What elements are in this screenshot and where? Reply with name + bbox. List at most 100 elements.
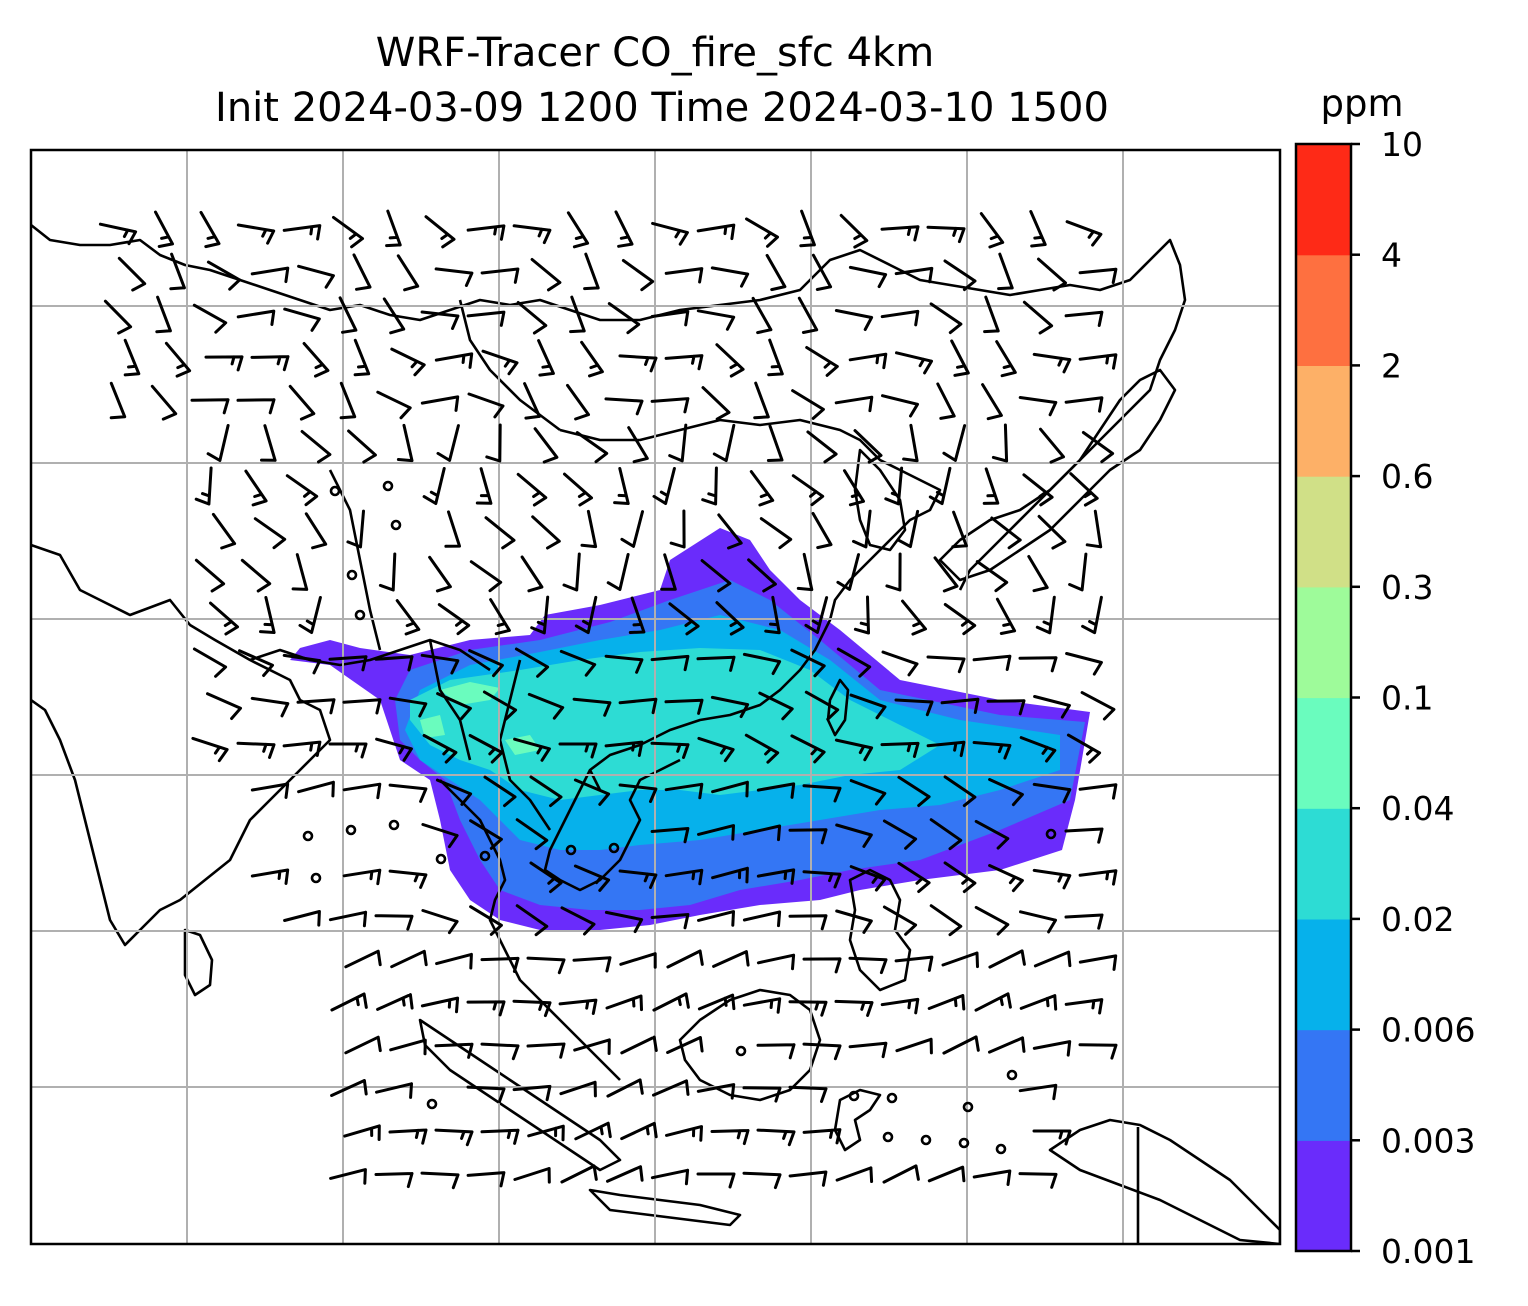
wind-barb [853, 429, 883, 464]
plume-level-5 [420, 682, 540, 755]
wind-barb [117, 256, 147, 292]
wind-barb [485, 423, 502, 463]
wind-barb [421, 823, 459, 849]
colorbar-tick-label: 0.001 [1381, 1232, 1475, 1271]
wind-barb [974, 819, 1010, 850]
wind-barb [343, 1124, 381, 1141]
wind-barb [420, 395, 460, 412]
wind-barb [995, 340, 1017, 378]
wind-barb [1019, 910, 1057, 934]
wind-barb [972, 1169, 1012, 1186]
wind-barb [990, 516, 1022, 550]
wind-barb [382, 297, 406, 335]
colorbar-tick-label: 0.04 [1381, 789, 1454, 828]
wind-barb [515, 818, 549, 851]
colorbar-tick-label: 0.6 [1381, 457, 1433, 496]
wind-barb [475, 467, 493, 505]
wind-barb [797, 296, 819, 334]
wind-barb [756, 1128, 796, 1147]
wind-barb [618, 354, 658, 373]
wind-barb [742, 910, 782, 928]
wind-barb [420, 310, 460, 330]
wind-barb [605, 994, 643, 1012]
wind-barb [799, 209, 816, 248]
wind-barb [788, 1085, 828, 1103]
wind-barb [901, 599, 927, 636]
wind-barb [880, 997, 920, 1015]
wind-barb [376, 390, 412, 420]
wind-barb [236, 741, 276, 759]
wind-barb [283, 910, 321, 927]
wind-barb [435, 778, 473, 806]
wind-barb [701, 386, 731, 421]
coastline-korea [853, 448, 907, 552]
wind-barb [852, 509, 872, 549]
wind-barb [209, 601, 239, 636]
wind-barb [378, 552, 397, 592]
wind-barb [531, 515, 561, 550]
wind-barb [848, 265, 888, 289]
wind-barb [652, 467, 676, 505]
wind-barb [1078, 267, 1118, 285]
wind-barb [285, 474, 319, 507]
wind-barb [468, 734, 504, 764]
wind-barb [575, 431, 609, 464]
wind-barb [604, 910, 644, 934]
wind-barb [389, 1038, 427, 1056]
wind-barb [109, 381, 127, 420]
wind-barb [972, 741, 1012, 760]
wind-barb [385, 209, 402, 248]
wind-barb [701, 466, 718, 506]
wind-barb [975, 560, 1009, 593]
wind-barb [376, 993, 414, 1011]
wind-barb [375, 737, 413, 762]
wind-barb [466, 1171, 506, 1188]
wind-barb [650, 913, 690, 930]
wind-barb [1081, 431, 1115, 464]
wind-barb [516, 301, 548, 335]
wind-barb [606, 1165, 644, 1183]
wind-barb [712, 950, 750, 968]
wind-barbs [98, 209, 1118, 1190]
wind-barb [668, 423, 688, 463]
colorbar-tick-label: 0.003 [1381, 1121, 1475, 1160]
wind-barb [192, 647, 228, 678]
wind-barb [123, 338, 141, 377]
colorbar-segment [1296, 476, 1351, 588]
wind-barb [1033, 695, 1071, 719]
wind-barb [469, 560, 503, 593]
colorbar-tick-label: 0.3 [1381, 568, 1433, 607]
wind-barb [986, 699, 1026, 716]
coastline-srilanka [183, 928, 214, 997]
wind-barb [533, 427, 559, 464]
wind-barb [1064, 827, 1104, 844]
wind-barb [434, 267, 474, 287]
wind-barb [651, 221, 689, 246]
wind-barb [790, 734, 826, 764]
wind-barb [627, 426, 649, 464]
wind-barb [997, 252, 1014, 291]
wind-barb [943, 259, 977, 292]
wind-barb [697, 993, 736, 1011]
wind-barb [943, 603, 977, 636]
wind-barb [466, 310, 506, 327]
wind-barb [895, 351, 933, 375]
wind-barb [420, 996, 460, 1014]
wind-barb [1037, 514, 1067, 550]
colorbar-segment [1296, 254, 1351, 366]
wind-barb [804, 690, 840, 721]
wind-barb [941, 951, 979, 969]
title-line-1: WRF-Tracer CO_fire_sfc 4km [376, 30, 934, 76]
wind-barb [664, 267, 704, 284]
wind-barb [747, 558, 777, 593]
wind-barb [396, 254, 420, 292]
wind-barb [1064, 998, 1104, 1015]
wind-barb [282, 653, 322, 675]
wind-barb [573, 864, 611, 892]
wind-barb [169, 252, 186, 291]
wind-barb [573, 1038, 611, 1055]
colorbar: ppm 0.001 0.003 0.006 0.02 0.04 0.1 0.3 0.6 2 4 10 [1294, 82, 1475, 1271]
wind-barb [618, 697, 658, 715]
wind-barb [482, 690, 518, 721]
wind-barb [375, 1082, 413, 1099]
